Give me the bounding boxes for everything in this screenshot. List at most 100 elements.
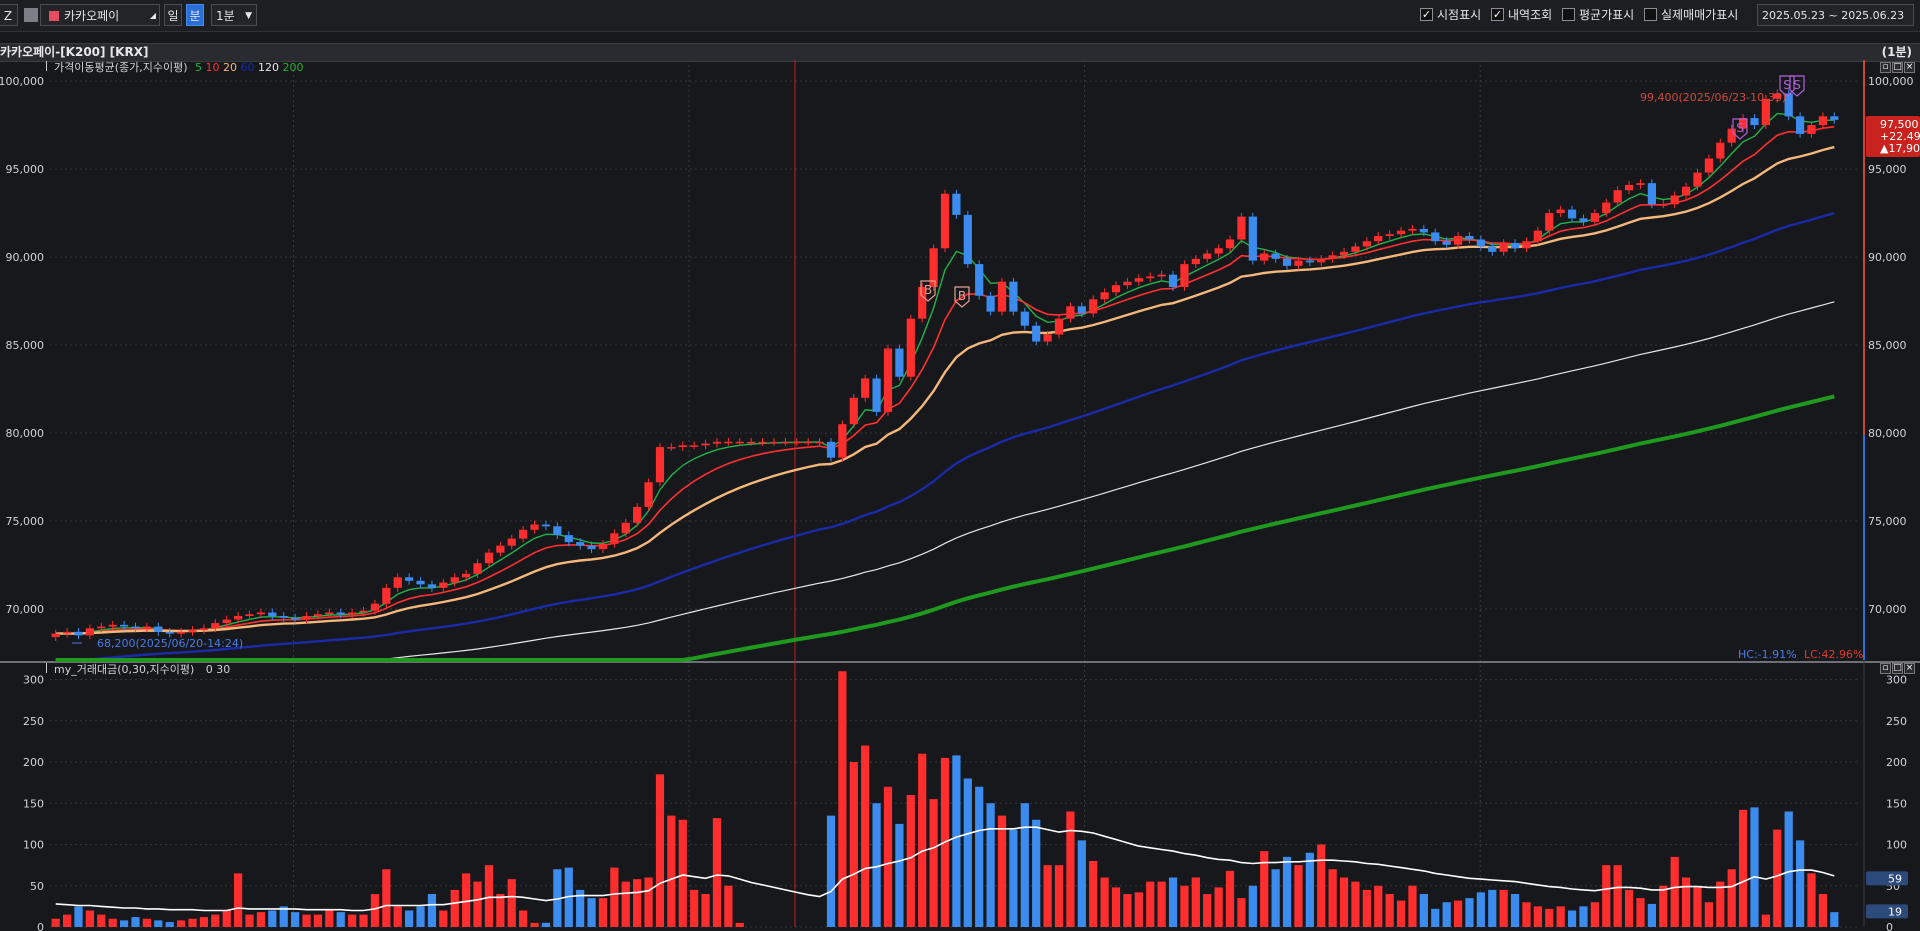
volume-bar	[1830, 912, 1839, 927]
volume-bar	[1020, 803, 1029, 927]
price-tick-right: 100,000	[1868, 75, 1914, 88]
volume-bar	[1465, 898, 1474, 927]
candle-body	[906, 318, 915, 377]
volume-bar	[1168, 877, 1178, 927]
volume-bar	[1203, 894, 1212, 927]
candle-body	[678, 445, 687, 448]
candle-body	[1773, 93, 1782, 99]
sell-marker-label: S	[1783, 78, 1791, 92]
candle-body	[473, 563, 482, 574]
prev-panel-button[interactable]: Z	[0, 4, 18, 26]
pane-maximize-icon[interactable]: □	[1892, 663, 1903, 674]
volume-bar	[1670, 856, 1679, 927]
volume-legend-values: 0 30	[205, 663, 231, 676]
candle-body	[815, 441, 824, 444]
volume-bars	[51, 671, 1839, 927]
interval-select[interactable]: 1분 ▼	[211, 4, 257, 26]
candle-body	[1818, 116, 1828, 126]
volume-bar	[405, 910, 414, 927]
checkbox-label: 시점표시	[1437, 8, 1482, 22]
volume-bar	[1066, 811, 1075, 927]
candle-body	[712, 441, 722, 444]
candle-body	[336, 612, 345, 615]
candle-body	[1533, 230, 1542, 242]
candle-body	[1602, 202, 1611, 214]
volume-bar	[1351, 881, 1360, 927]
volume-bar	[975, 786, 984, 927]
stock-code-icon[interactable]	[24, 8, 38, 22]
volume-bar	[667, 815, 676, 927]
candle-body	[222, 619, 231, 624]
period-minute-button[interactable]: 분	[186, 4, 204, 26]
volume-tick-right: 200	[1886, 756, 1907, 769]
volume-bar	[1043, 865, 1052, 927]
candle-body	[1032, 325, 1041, 342]
volume-bar	[131, 917, 140, 927]
candle-body	[872, 378, 881, 412]
candle-body	[747, 441, 756, 444]
checkbox-sijeom[interactable]: ✓	[1420, 8, 1433, 21]
volume-bar	[1818, 894, 1828, 927]
volume-bar	[1807, 873, 1816, 927]
volume-bar	[724, 885, 733, 927]
candle-body	[519, 529, 528, 539]
volume-bar	[496, 894, 505, 927]
volume-bar	[211, 914, 220, 927]
candle-body	[1579, 218, 1588, 222]
candle-body	[929, 248, 938, 287]
price-tick-left: 95,000	[6, 163, 45, 176]
volume-bar	[279, 906, 288, 927]
candle-body	[1556, 209, 1565, 214]
pane-maximize-icon[interactable]: □	[1892, 62, 1903, 73]
pane-close-icon[interactable]: ×	[1904, 663, 1915, 674]
candle-body	[564, 535, 573, 543]
stock-chart[interactable]: 70,000 70,000 75,000 75,000 80,000 80,000 85,0…	[0, 60, 1920, 931]
candle-body	[997, 281, 1007, 312]
stock-selector[interactable]: 카카오페이 ◢	[40, 4, 160, 26]
candle-body	[1465, 235, 1474, 240]
volume-bar	[553, 869, 562, 927]
pane-restore-icon[interactable]: ▫	[1880, 62, 1891, 73]
sell-marker-label: S	[1736, 121, 1744, 135]
candle-body	[1681, 186, 1691, 196]
volume-value-tag	[1866, 904, 1908, 919]
volume-bar	[1123, 894, 1132, 927]
dropdown-corner-icon: ◢	[149, 11, 156, 20]
pane-restore-icon[interactable]: ▫	[1880, 663, 1891, 674]
checkbox-avg-price[interactable]	[1562, 8, 1575, 21]
pane-close-icon[interactable]: ×	[1904, 62, 1915, 73]
volume-bar	[963, 778, 972, 927]
candle-body	[598, 543, 608, 550]
current-price-text: ▲17,900	[1880, 142, 1920, 155]
candle-body	[1168, 274, 1178, 287]
volume-value-text: 59	[1888, 872, 1902, 885]
candle-body	[1134, 278, 1143, 282]
candle-body	[131, 626, 140, 629]
checkbox-real-trade[interactable]	[1644, 8, 1657, 21]
candle-body	[1647, 183, 1656, 205]
volume-bar	[348, 914, 357, 927]
volume-bar	[1260, 851, 1269, 927]
candle-body	[177, 631, 186, 634]
period-day-button[interactable]: 일	[164, 4, 182, 26]
volume-bar	[154, 920, 163, 927]
candle-body	[1100, 292, 1109, 300]
checkbox-naeyeok[interactable]: ✓	[1491, 8, 1504, 21]
volume-bar	[177, 920, 186, 927]
candle-body	[348, 612, 357, 615]
volume-bar	[1499, 889, 1508, 927]
volume-bar	[861, 745, 870, 927]
candle-body	[1522, 241, 1531, 249]
candle-body	[120, 624, 129, 627]
candle-body	[142, 626, 152, 629]
candle-body	[1716, 142, 1725, 159]
volume-bar	[108, 918, 117, 927]
candle-body	[1351, 246, 1360, 252]
candle-body	[986, 295, 995, 312]
date-range-field[interactable]: 2025.05.23 ~ 2025.06.23	[1757, 4, 1914, 26]
volume-bar	[1191, 877, 1200, 927]
candle-body	[302, 616, 311, 620]
ma-line-60	[55, 212, 1835, 662]
toolbar: Z 카카오페이 ◢ 일 분 1분 ▼ ✓ 시점표시 ✓ 내역조회 평균가표시 실제…	[0, 0, 1920, 32]
volume-bar	[1134, 892, 1143, 927]
